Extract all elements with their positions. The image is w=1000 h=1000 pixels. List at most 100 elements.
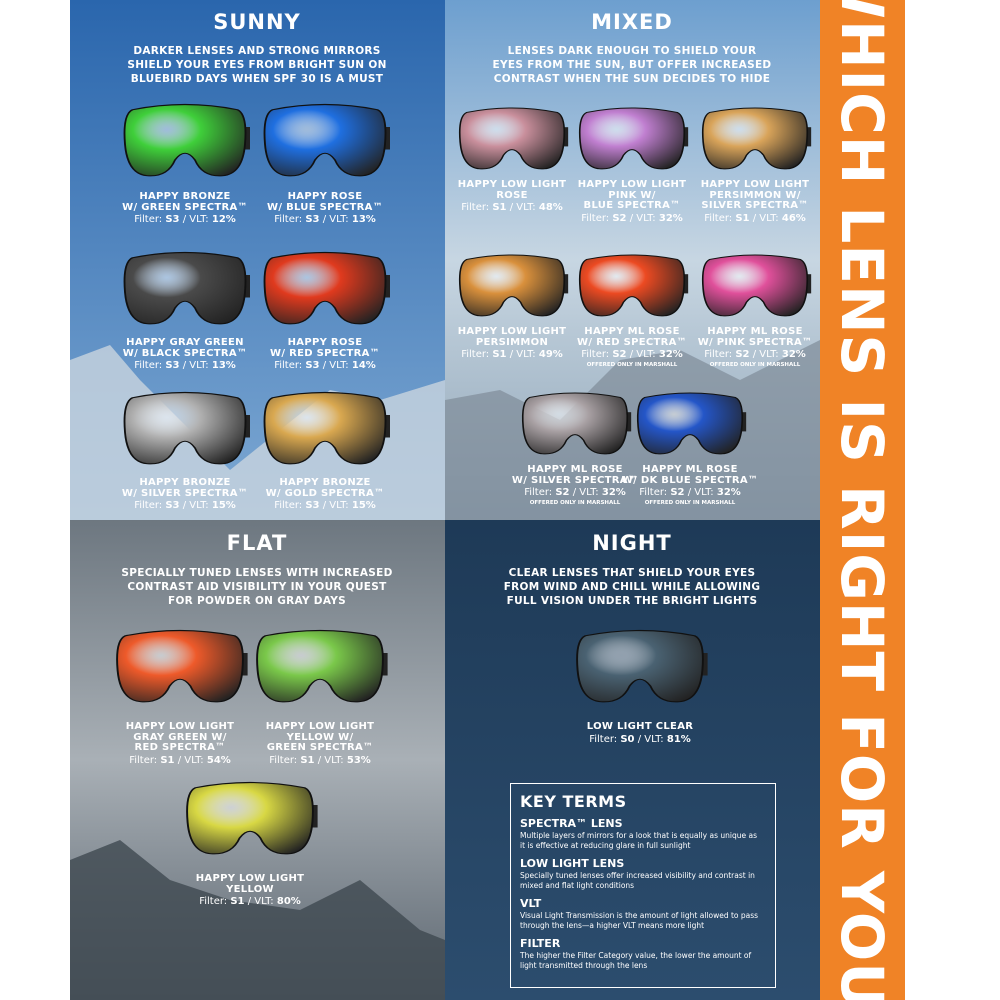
lens-name-line: W/ SILVER SPECTRA™ bbox=[121, 487, 249, 499]
lens-filter-line: Filter: S3 / VLT: 14% bbox=[245, 359, 405, 372]
lens-shape bbox=[521, 392, 629, 455]
vlt-label: VLT: bbox=[636, 212, 656, 224]
lens-filter-line: Filter: S3 / VLT: 13% bbox=[105, 359, 265, 372]
section-description: LENSES DARK ENOUGH TO SHIELD YOUR EYES FR… bbox=[462, 44, 802, 86]
lens-filter-line: Filter: S1 / VLT: 49% bbox=[432, 348, 592, 361]
goggle-lens bbox=[458, 107, 569, 170]
lens-shape bbox=[576, 629, 704, 703]
description-line: BLUEBIRD DAYS WHEN SPF 30 IS A MUST bbox=[130, 73, 384, 85]
lens-label: HAPPY LOW LIGHT PINK W/BLUE SPECTRA™ Filte… bbox=[552, 179, 712, 225]
filter-value: S1 bbox=[492, 349, 507, 360]
lens-shape bbox=[701, 254, 809, 317]
strap-clip bbox=[383, 275, 390, 298]
lens-filter-line: Filter: S2 / VLT: 32% bbox=[552, 212, 712, 225]
separator: / bbox=[752, 349, 757, 360]
strap-clip bbox=[243, 127, 250, 150]
filter-label: Filter: bbox=[129, 754, 158, 766]
separator: / bbox=[752, 212, 757, 224]
lens-shape bbox=[458, 254, 566, 317]
lens-filter-line: Filter: S3 / VLT: 12% bbox=[105, 213, 265, 226]
section-title: SUNNY bbox=[213, 10, 301, 34]
vlt-label: VLT: bbox=[329, 500, 349, 511]
separator: / bbox=[322, 360, 327, 371]
lens-name-line: SILVER SPECTRA™ bbox=[701, 200, 809, 211]
lens-name-line: HAPPY BRONZE bbox=[139, 477, 231, 488]
separator: / bbox=[182, 500, 187, 511]
lens-filter-line: Filter: S1 / VLT: 80% bbox=[170, 895, 330, 908]
night-bg bbox=[445, 520, 820, 1000]
filter-value: S0 bbox=[620, 733, 635, 745]
lens-shape bbox=[116, 629, 244, 703]
section-description: SPECIALLY TUNED LENSES WITH INCREASED CON… bbox=[87, 566, 427, 608]
strap-clip bbox=[311, 805, 318, 828]
separator: / bbox=[182, 214, 187, 225]
lens-filter-line: Filter: S2 / VLT: 32% bbox=[495, 486, 655, 499]
lens-filter-line: Filter: S3 / VLT: 15% bbox=[245, 499, 405, 512]
filter-label: Filter: bbox=[274, 214, 303, 225]
goggle-lens bbox=[263, 251, 390, 325]
key-term-definition: Multiple layers of mirrors for a look th… bbox=[520, 831, 757, 840]
description-line: FROM WIND AND CHILL WHILE ALLOWING bbox=[503, 581, 761, 593]
lens-label: HAPPY ML ROSE W/ RED SPECTRA™ Filter: S2 /… bbox=[552, 326, 712, 369]
lens-name-line: HAPPY LOW LIGHT bbox=[700, 179, 810, 190]
lens-name-line: W/ DK BLUE SPECTRA™ bbox=[621, 474, 759, 486]
key-terms-title: KEY TERMS bbox=[520, 792, 627, 811]
lens-name-line: HAPPY LOW LIGHT bbox=[577, 179, 687, 190]
goggle-lens bbox=[578, 107, 689, 170]
mountains bbox=[70, 345, 445, 520]
strap-clip bbox=[562, 127, 569, 147]
filter-value: S2 bbox=[612, 212, 627, 224]
lens-label: HAPPY LOW LIGHT ROSE Filter: S1 / VLT: 48% bbox=[432, 179, 592, 214]
filter-label: Filter: bbox=[589, 733, 618, 745]
vlt-label: VLT: bbox=[694, 487, 714, 498]
lens-label: HAPPY ML ROSE W/ DK BLUE SPECTRA™ Filter: … bbox=[610, 464, 770, 507]
lens-shape bbox=[701, 107, 809, 170]
filter-label: Filter: bbox=[639, 487, 668, 498]
lens-name-line: GRAY GREEN W/ bbox=[133, 731, 227, 743]
lens-name-line: PERSIMMON bbox=[475, 336, 549, 348]
filter-value: S3 bbox=[165, 360, 180, 371]
lens-filter-line: Filter: S2 / VLT: 32% bbox=[610, 486, 770, 499]
vlt-value: 54% bbox=[206, 754, 231, 766]
vlt-value: 48% bbox=[538, 202, 563, 213]
lens-note: OFFERED ONLY IN MARSHALL bbox=[586, 362, 678, 368]
separator: / bbox=[322, 214, 327, 225]
vlt-label: VLT: bbox=[329, 360, 349, 371]
separator: / bbox=[629, 349, 634, 360]
description-line: CONTRAST AID VISIBILITY IN YOUR QUEST bbox=[127, 581, 387, 593]
goggle-lens bbox=[186, 781, 318, 855]
filter-value: S2 bbox=[670, 487, 685, 498]
lens-filter-line: Filter: S0 / VLT: 81% bbox=[560, 733, 720, 746]
lens-name-line: HAPPY ML ROSE bbox=[707, 326, 803, 337]
goggle-lens bbox=[123, 391, 250, 465]
separator: / bbox=[317, 754, 322, 766]
lens-name-line: HAPPY LOW LIGHT bbox=[457, 326, 567, 337]
lens-label: HAPPY LOW LIGHT PERSIMMON Filter: S1 / VLT… bbox=[432, 326, 592, 361]
filter-value: S3 bbox=[165, 500, 180, 511]
goggle-lens bbox=[123, 103, 250, 177]
lens-shape bbox=[186, 781, 314, 855]
lens-name-line: ROSE bbox=[496, 189, 528, 201]
goggle-lens bbox=[263, 391, 390, 465]
key-term-definition: through the lens—a higher VLT means more… bbox=[520, 921, 705, 930]
separator: / bbox=[322, 500, 327, 511]
filter-value: S2 bbox=[555, 487, 570, 498]
description-line: LENSES DARK ENOUGH TO SHIELD YOUR bbox=[507, 45, 757, 57]
vlt-value: 80% bbox=[276, 896, 301, 907]
filter-label: Filter: bbox=[134, 214, 163, 225]
lens-note: OFFERED ONLY IN MARSHALL bbox=[644, 500, 736, 506]
lens-shape bbox=[123, 103, 247, 177]
lens-shape bbox=[263, 251, 387, 325]
key-term-definition: Specially tuned lenses offer increased v… bbox=[520, 871, 755, 880]
vlt-label: VLT: bbox=[636, 349, 656, 360]
lens-filter-line: Filter: S1 / VLT: 53% bbox=[240, 754, 400, 767]
key-term: VLT bbox=[520, 897, 542, 910]
description-line: SPECIALLY TUNED LENSES WITH INCREASED bbox=[121, 567, 393, 579]
lens-label: HAPPY BRONZE W/ GOLD SPECTRA™ Filter: S3 /… bbox=[245, 477, 405, 512]
lens-label: HAPPY ML ROSE W/ PINK SPECTRA™ Filter: S2 … bbox=[675, 326, 835, 369]
lens-name-line: HAPPY ML ROSE bbox=[527, 464, 623, 475]
section-title: MIXED bbox=[591, 10, 673, 34]
filter-label: Filter: bbox=[274, 500, 303, 511]
filter-label: Filter: bbox=[269, 754, 298, 766]
lens-name-line: YELLOW bbox=[226, 883, 274, 895]
